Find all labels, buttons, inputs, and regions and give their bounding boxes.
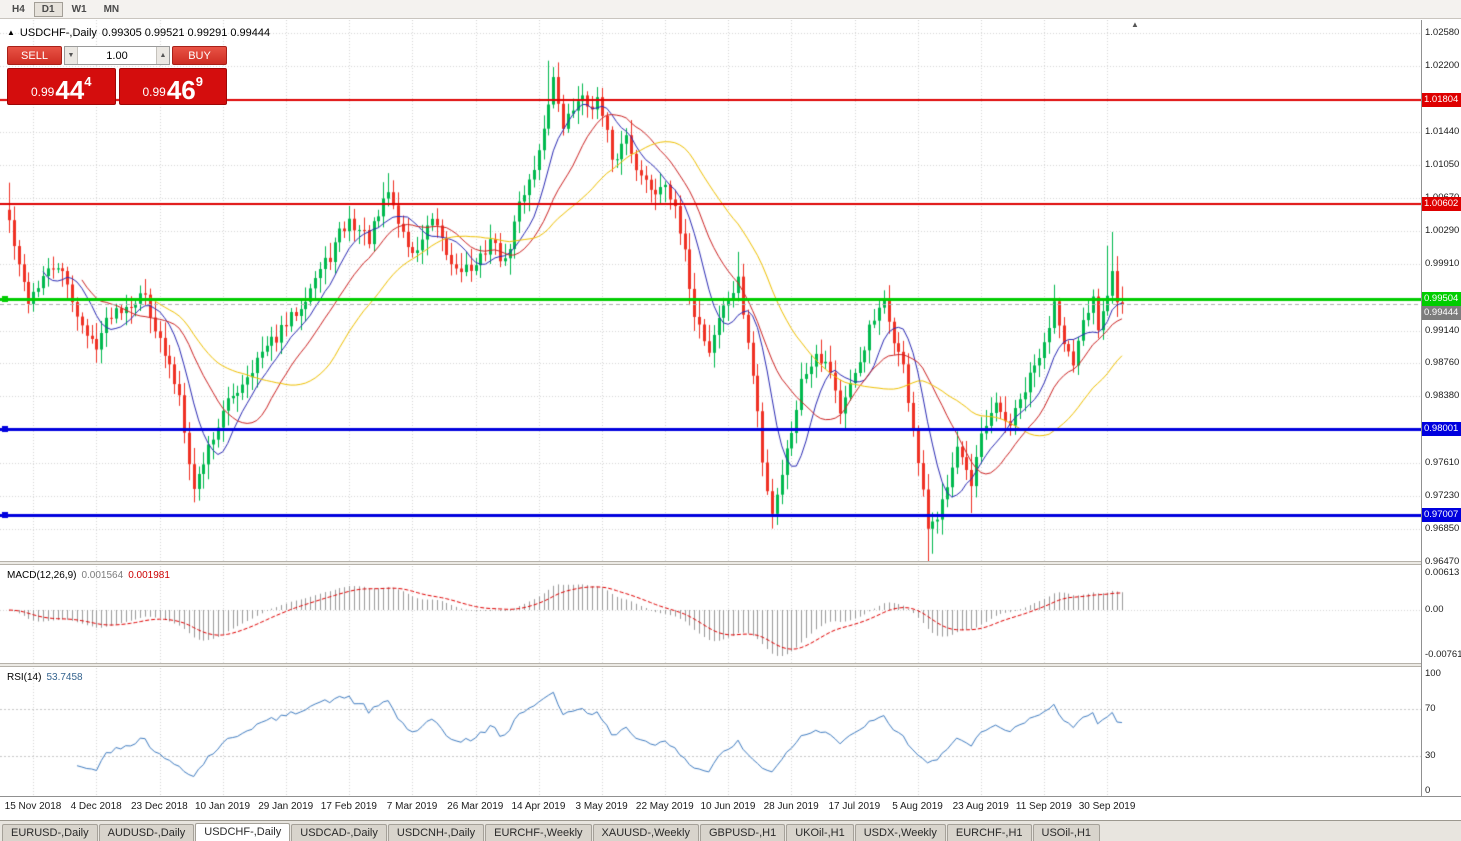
price-axis-label: 0.99140 bbox=[1425, 324, 1460, 336]
price-axis-label: 1.02580 bbox=[1425, 27, 1460, 38]
price-axis-label: 0.96470 bbox=[1425, 555, 1460, 567]
date-axis-label: 30 Sep 2019 bbox=[1078, 801, 1136, 812]
sell-price-big: 44 bbox=[55, 74, 85, 105]
volume-stepper: ▼ ▲ bbox=[64, 46, 170, 65]
chart-tab[interactable]: UKOil-,H1 bbox=[786, 824, 854, 841]
timeframe-button-d1[interactable]: D1 bbox=[33, 1, 63, 17]
price-axis-label: 1.00290 bbox=[1425, 225, 1460, 237]
timeframe-button-w1[interactable]: W1 bbox=[64, 2, 95, 17]
main-chart-canvas[interactable] bbox=[0, 20, 1421, 562]
rsi-axis-label: 70 bbox=[1425, 703, 1436, 715]
chart-tab[interactable]: USDCAD-,Daily bbox=[291, 824, 387, 841]
date-axis[interactable]: 15 Nov 2018 4 Dec 2018 23 Dec 2018 10 Jan 2… bbox=[0, 797, 1420, 818]
chart-tab[interactable]: USDCNH-,Daily bbox=[387, 824, 485, 841]
chart-tabs-bar: EURUSD-,Daily AUDUSD-,Daily USDCHF-,Daily U… bbox=[0, 820, 1461, 841]
timeframe-button-mn[interactable]: MN bbox=[96, 2, 128, 17]
one-click-toggle-icon[interactable]: ▲ bbox=[7, 28, 15, 37]
rsi-value: 53.7458 bbox=[46, 672, 83, 683]
rsi-indicator-label: RSI(14) 53.7458 bbox=[7, 672, 83, 683]
buy-price-prefix: 0.99 bbox=[142, 85, 166, 99]
price-axis-label: 0.98380 bbox=[1425, 390, 1460, 402]
price-axis-label: 0.97230 bbox=[1425, 489, 1460, 501]
date-axis-label: 7 Mar 2019 bbox=[386, 801, 438, 812]
date-axis-label: 29 Jan 2019 bbox=[258, 801, 314, 812]
price-level-box: 0.98001 bbox=[1422, 422, 1461, 436]
macd-main-value: 0.001564 bbox=[81, 570, 124, 581]
date-axis-label: 26 Mar 2019 bbox=[447, 801, 504, 812]
chart-title-ohlc: 0.99305 0.99521 0.99291 0.99444 bbox=[101, 27, 271, 39]
chart-tab[interactable]: GBPUSD-,H1 bbox=[699, 824, 786, 841]
date-axis-label: 11 Sep 2019 bbox=[1015, 801, 1072, 812]
macd-axis-label: 0.00 bbox=[1425, 604, 1444, 615]
price-axis-label: 1.01440 bbox=[1425, 125, 1460, 137]
chart-tab[interactable]: XAUUSD-,Weekly bbox=[592, 824, 699, 841]
current-price-box: 0.99444 bbox=[1422, 306, 1461, 320]
volume-input[interactable] bbox=[78, 47, 156, 64]
sell-price-sup: 4 bbox=[84, 74, 92, 89]
date-axis-label: 23 Dec 2018 bbox=[131, 801, 188, 812]
volume-decrease-icon[interactable]: ▼ bbox=[65, 47, 78, 64]
date-axis-label: 22 May 2019 bbox=[635, 801, 694, 812]
price-axis-label: 0.97610 bbox=[1425, 456, 1460, 468]
chart-tab[interactable]: USDX-,Weekly bbox=[854, 824, 946, 841]
macd-signal-value: 0.001981 bbox=[128, 570, 170, 581]
price-axis-label: 1.02200 bbox=[1425, 59, 1460, 71]
chart-shift-marker-icon: ▲ bbox=[1131, 20, 1139, 29]
sell-price-display[interactable]: 0.99 44 4 bbox=[7, 68, 116, 105]
chart-tab[interactable]: EURCHF-,Weekly bbox=[485, 824, 592, 841]
date-axis-label: 4 Dec 2018 bbox=[70, 801, 122, 812]
chart-window: ▲ USDCHF-,Daily 0.99305 0.99521 0.99291 … bbox=[0, 20, 1461, 818]
chart-tab[interactable]: AUDUSD-,Daily bbox=[98, 824, 195, 841]
chart-tab[interactable]: EURCHF-,H1 bbox=[946, 824, 1032, 841]
macd-indicator-label: MACD(12,26,9) 0.001564 0.001981 bbox=[7, 570, 170, 581]
price-axis[interactable]: 1.025801.022001.014401.010501.006701.002… bbox=[1421, 20, 1461, 796]
price-axis-label: 0.98760 bbox=[1425, 357, 1460, 369]
volume-increase-icon[interactable]: ▲ bbox=[156, 47, 169, 64]
rsi-axis-label: 30 bbox=[1425, 749, 1436, 761]
price-level-box: 1.00602 bbox=[1422, 197, 1461, 211]
panel-splitter[interactable] bbox=[0, 561, 1461, 565]
date-axis-label: 15 Nov 2018 bbox=[4, 801, 62, 812]
date-axis-label: 17 Feb 2019 bbox=[320, 801, 377, 812]
price-level-box: 1.01804 bbox=[1422, 93, 1461, 107]
macd-axis-label: -0.00761 bbox=[1425, 649, 1461, 660]
timeframe-button-h4[interactable]: H4 bbox=[4, 2, 33, 17]
date-axis-label: 17 Jul 2019 bbox=[828, 801, 881, 812]
buy-price-sup: 9 bbox=[195, 74, 203, 89]
panel-splitter[interactable] bbox=[0, 663, 1461, 667]
date-axis-label: 5 Aug 2019 bbox=[892, 801, 943, 812]
sell-button[interactable]: SELL bbox=[7, 46, 62, 65]
price-level-box: 0.97007 bbox=[1422, 508, 1461, 522]
timeframe-toolbar: H4 D1 W1 MN bbox=[0, 0, 1461, 19]
macd-axis-label: 0.00613 bbox=[1425, 567, 1460, 578]
chart-tab[interactable]: EURUSD-,Daily bbox=[2, 824, 98, 841]
date-axis-label: 3 May 2019 bbox=[575, 801, 628, 812]
buy-price-big: 46 bbox=[166, 74, 196, 105]
date-axis-border bbox=[0, 796, 1461, 797]
price-axis-label: 1.01050 bbox=[1425, 159, 1460, 171]
rsi-axis-label: 0 bbox=[1425, 785, 1431, 796]
rsi-axis-label: 100 bbox=[1425, 668, 1441, 679]
macd-panel-canvas[interactable] bbox=[0, 566, 1421, 664]
price-axis-label: 0.99910 bbox=[1425, 257, 1460, 269]
price-level-box: 0.99504 bbox=[1422, 292, 1461, 306]
date-axis-label: 28 Jun 2019 bbox=[763, 801, 819, 812]
chart-title: ▲ USDCHF-,Daily 0.99305 0.99521 0.99291 … bbox=[7, 27, 270, 39]
date-axis-label: 10 Jan 2019 bbox=[195, 801, 251, 812]
chart-tab[interactable]: USDCHF-,Daily bbox=[195, 823, 291, 841]
date-axis-label: 10 Jun 2019 bbox=[700, 801, 756, 812]
date-axis-label: 14 Apr 2019 bbox=[511, 801, 566, 812]
buy-price-display[interactable]: 0.99 46 9 bbox=[118, 68, 227, 105]
sell-price-prefix: 0.99 bbox=[30, 85, 55, 99]
buy-button[interactable]: BUY bbox=[172, 46, 227, 65]
date-axis-label: 23 Aug 2019 bbox=[952, 801, 1009, 812]
rsi-panel-canvas[interactable] bbox=[0, 668, 1421, 796]
chart-tab[interactable]: USOil-,H1 bbox=[1032, 824, 1101, 841]
chart-title-symbol: USDCHF-,Daily bbox=[19, 27, 97, 39]
price-axis-label: 0.96850 bbox=[1425, 522, 1460, 534]
